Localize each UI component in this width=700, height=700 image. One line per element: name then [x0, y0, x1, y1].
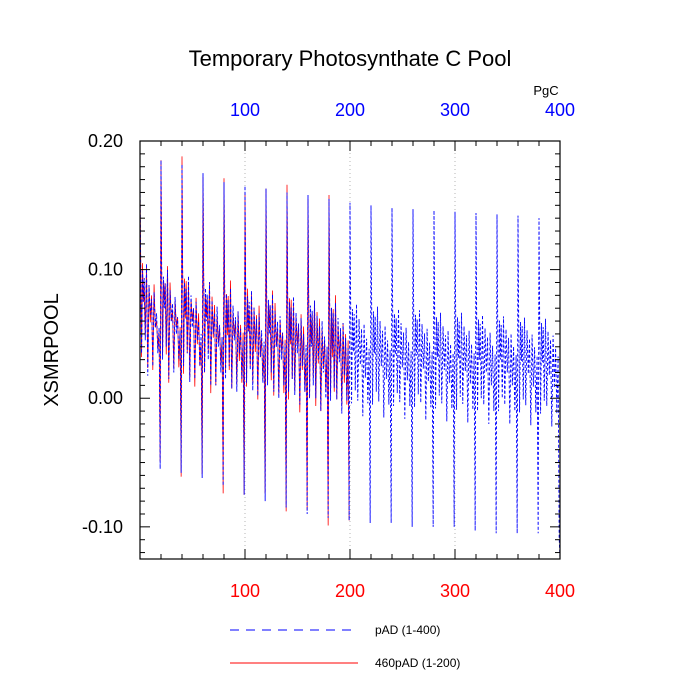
x-tick-label-bottom: 200: [335, 581, 365, 601]
tick-labels: 100 100 200 200 300 300 400 400 0.20 0.10 0.00 -0.1…: [82, 100, 575, 601]
y-tick-label: -0.10: [82, 517, 123, 537]
x-tick-label-top: 100: [230, 100, 260, 120]
y-tick-label: 0.20: [88, 131, 123, 151]
x-tick-label-bottom: 100: [230, 581, 260, 601]
series-line-pad: [139, 160, 561, 560]
x-tick-label-bottom: 300: [440, 581, 470, 601]
x-tick-label-top: 300: [440, 100, 470, 120]
y-axis-label: XSMRPOOL: [41, 293, 63, 406]
legend-label-460pad: 460pAD (1-200): [375, 656, 460, 670]
x-tick-label-bottom: 400: [545, 581, 575, 601]
y-tick-label: 0.00: [88, 388, 123, 408]
legend: pAD (1-400) 460pAD (1-200): [230, 623, 460, 670]
x-tick-label-top: 400: [545, 100, 575, 120]
grid-lines: [244, 141, 456, 559]
axes: [139, 140, 561, 560]
x-tick-label-top: 200: [335, 100, 365, 120]
series-lines: [139, 156, 561, 560]
chart-title: Temporary Photosynthate C Pool: [189, 46, 512, 71]
y-tick-label: 0.10: [88, 260, 123, 280]
top-axis-unit: PgC: [533, 83, 558, 98]
legend-label-pad: pAD (1-400): [375, 623, 440, 637]
